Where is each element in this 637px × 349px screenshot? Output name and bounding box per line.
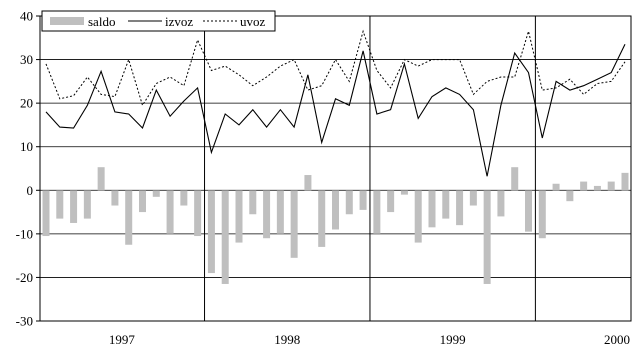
saldo-bar xyxy=(221,190,229,284)
saldo-bar xyxy=(235,190,243,243)
saldo-bar xyxy=(469,190,477,206)
saldo-bar xyxy=(359,190,367,210)
saldo-bar xyxy=(70,190,78,223)
saldo-bar xyxy=(497,190,505,217)
legend-label-uvoz: uvoz xyxy=(240,14,266,29)
y-tick-label: 0 xyxy=(27,183,34,198)
saldo-bar xyxy=(525,190,532,232)
saldo-bar xyxy=(552,183,560,191)
x-tick-label: 1998 xyxy=(274,332,300,347)
axes: -30 -20 -10 0 10 20 30 40 1997 1998 1999 2000 xyxy=(16,9,630,348)
saldo-bar xyxy=(428,190,436,228)
saldo-bar xyxy=(400,190,408,195)
saldo-bar xyxy=(125,190,133,245)
y-tick-label: 10 xyxy=(20,139,33,154)
saldo-bar xyxy=(373,190,381,234)
saldo-bar xyxy=(263,190,271,239)
izvoz-line xyxy=(45,44,626,177)
y-tick-label: 40 xyxy=(20,9,33,24)
saldo-bar xyxy=(566,190,574,202)
x-tick-label: 1997 xyxy=(109,332,136,347)
grid-layer xyxy=(39,15,632,322)
saldo-bar xyxy=(593,185,601,191)
saldo-bar xyxy=(483,190,491,284)
saldo-bar xyxy=(442,190,450,219)
saldo-bar xyxy=(538,190,546,239)
saldo-bar xyxy=(580,181,588,191)
saldo-bar xyxy=(304,175,312,191)
x-tick-label: 2000 xyxy=(604,332,630,347)
saldo-bar xyxy=(42,190,50,237)
legend-swatch-saldo xyxy=(50,17,84,25)
y-tick-label: 30 xyxy=(20,52,33,67)
plot-frame xyxy=(39,15,632,322)
saldo-bar xyxy=(180,190,188,206)
saldo-bar xyxy=(456,190,464,226)
saldo-bar xyxy=(139,190,146,213)
x-tick-label: 1999 xyxy=(440,332,466,347)
saldo-bar xyxy=(207,190,215,274)
saldo-bar xyxy=(511,167,519,191)
saldo-bar xyxy=(83,190,91,219)
y-tick-label: -30 xyxy=(16,314,33,329)
saldo-bar xyxy=(607,181,615,191)
saldo-bar xyxy=(290,190,298,258)
saldo-bar xyxy=(276,190,284,234)
saldo-bar xyxy=(111,190,119,206)
legend-label-izvoz: izvoz xyxy=(165,14,193,29)
y-tick-label: -10 xyxy=(16,226,33,241)
saldo-bars xyxy=(42,167,629,284)
saldo-bar xyxy=(249,190,257,215)
saldo-bar xyxy=(318,190,326,247)
legend: saldo izvoz uvoz xyxy=(41,10,276,32)
saldo-bar xyxy=(56,190,64,219)
line-series xyxy=(45,29,626,177)
saldo-bar xyxy=(387,190,395,213)
legend-box: saldo izvoz uvoz xyxy=(41,10,276,32)
saldo-bar xyxy=(97,167,105,191)
saldo-bar xyxy=(194,190,202,237)
year-dividers xyxy=(204,16,536,321)
saldo-bar xyxy=(621,172,629,191)
y-tick-label: 20 xyxy=(20,96,33,111)
y-tick-label: -20 xyxy=(16,270,33,285)
saldo-bar xyxy=(414,190,422,243)
saldo-bar xyxy=(152,190,160,197)
saldo-bar xyxy=(332,190,339,230)
saldo-bar xyxy=(166,190,174,234)
legend-label-saldo: saldo xyxy=(88,14,115,29)
saldo-bar xyxy=(345,190,353,215)
